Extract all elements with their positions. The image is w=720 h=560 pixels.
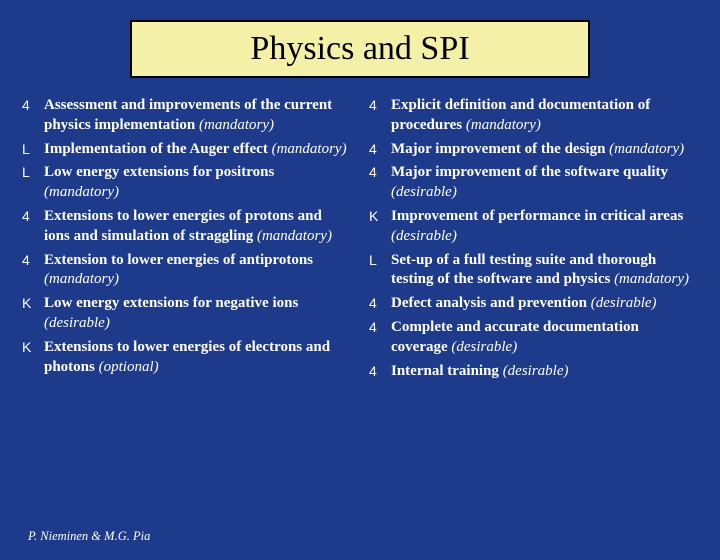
item-priority: (mandatory)	[466, 117, 541, 133]
item-priority: (mandatory)	[199, 117, 274, 133]
item-text: Extension to lower energies of antiproto…	[44, 251, 351, 291]
item-text: Extensions to lower energies of protons …	[44, 207, 351, 247]
footer-authors: P. Nieminen & M.G. Pia	[28, 529, 150, 544]
square4-icon: 4	[369, 294, 391, 314]
item-text: Low energy extensions for positrons (man…	[44, 163, 351, 203]
item-priority: (mandatory)	[44, 184, 119, 200]
item-priority: (mandatory)	[272, 141, 347, 157]
item-priority: (desirable)	[451, 339, 517, 355]
smile-icon: K	[22, 294, 44, 314]
item-text: Low energy extensions for negative ions …	[44, 294, 351, 334]
item-priority: (desirable)	[44, 315, 110, 331]
item-priority: (mandatory)	[614, 271, 689, 287]
item-main-text: Major improvement of the software qualit…	[391, 164, 668, 180]
list-item: LLow energy extensions for positrons (ma…	[22, 163, 351, 203]
list-item: KLow energy extensions for negative ions…	[22, 294, 351, 334]
item-text: Internal training (desirable)	[391, 362, 698, 382]
square4-icon: 4	[369, 163, 391, 183]
square4-icon: 4	[22, 251, 44, 271]
list-item: 4Extensions to lower energies of protons…	[22, 207, 351, 247]
item-main-text: Improvement of performance in critical a…	[391, 208, 683, 224]
item-main-text: Defect analysis and prevention	[391, 295, 587, 311]
item-text: Extensions to lower energies of electron…	[44, 338, 351, 378]
item-main-text: Implementation of the Auger effect	[44, 141, 268, 157]
item-text: Major improvement of the software qualit…	[391, 163, 698, 203]
item-text: Set-up of a full testing suite and thoro…	[391, 251, 698, 291]
square4-icon: 4	[369, 362, 391, 382]
list-item: 4Complete and accurate documentation cov…	[369, 318, 698, 358]
neutral-icon: L	[369, 251, 391, 271]
square4-icon: 4	[369, 318, 391, 338]
list-item: KImprovement of performance in critical …	[369, 207, 698, 247]
content-columns: 4Assessment and improvements of the curr…	[0, 96, 720, 385]
list-item: 4Defect analysis and prevention (desirab…	[369, 294, 698, 314]
list-item: 4Assessment and improvements of the curr…	[22, 96, 351, 136]
item-text: Implementation of the Auger effect (mand…	[44, 140, 351, 160]
list-item: 4Internal training (desirable)	[369, 362, 698, 382]
item-main-text: Low energy extensions for negative ions	[44, 295, 298, 311]
item-priority: (desirable)	[591, 295, 657, 311]
square4-icon: 4	[369, 96, 391, 116]
item-main-text: Assessment and improvements of the curre…	[44, 97, 332, 133]
title-box: Physics and SPI	[130, 20, 590, 78]
square4-icon: 4	[22, 96, 44, 116]
list-item: LImplementation of the Auger effect (man…	[22, 140, 351, 160]
item-main-text: Extension to lower energies of antiproto…	[44, 252, 313, 268]
item-priority: (mandatory)	[257, 228, 332, 244]
item-text: Improvement of performance in critical a…	[391, 207, 698, 247]
item-main-text: Major improvement of the design	[391, 141, 605, 157]
item-text: Complete and accurate documentation cove…	[391, 318, 698, 358]
item-main-text: Low energy extensions for positrons	[44, 164, 274, 180]
item-priority: (optional)	[99, 359, 159, 375]
left-column: 4Assessment and improvements of the curr…	[22, 96, 351, 385]
square4-icon: 4	[369, 140, 391, 160]
slide-title: Physics and SPI	[250, 30, 469, 67]
item-priority: (desirable)	[391, 228, 457, 244]
item-priority: (desirable)	[503, 363, 569, 379]
smile-icon: K	[22, 338, 44, 358]
square4-icon: 4	[22, 207, 44, 227]
item-priority: (mandatory)	[609, 141, 684, 157]
list-item: 4Major improvement of the design (mandat…	[369, 140, 698, 160]
right-column: 4Explicit definition and documentation o…	[369, 96, 698, 385]
item-priority: (mandatory)	[44, 271, 119, 287]
item-main-text: Extensions to lower energies of electron…	[44, 339, 330, 375]
item-text: Explicit definition and documentation of…	[391, 96, 698, 136]
item-main-text: Internal training	[391, 363, 499, 379]
neutral-icon: L	[22, 163, 44, 183]
list-item: 4Major improvement of the software quali…	[369, 163, 698, 203]
list-item: LSet-up of a full testing suite and thor…	[369, 251, 698, 291]
smile-icon: K	[369, 207, 391, 227]
item-text: Defect analysis and prevention (desirabl…	[391, 294, 698, 314]
list-item: 4Extension to lower energies of antiprot…	[22, 251, 351, 291]
item-text: Major improvement of the design (mandato…	[391, 140, 698, 160]
neutral-icon: L	[22, 140, 44, 160]
list-item: KExtensions to lower energies of electro…	[22, 338, 351, 378]
item-text: Assessment and improvements of the curre…	[44, 96, 351, 136]
list-item: 4Explicit definition and documentation o…	[369, 96, 698, 136]
item-priority: (desirable)	[391, 184, 457, 200]
